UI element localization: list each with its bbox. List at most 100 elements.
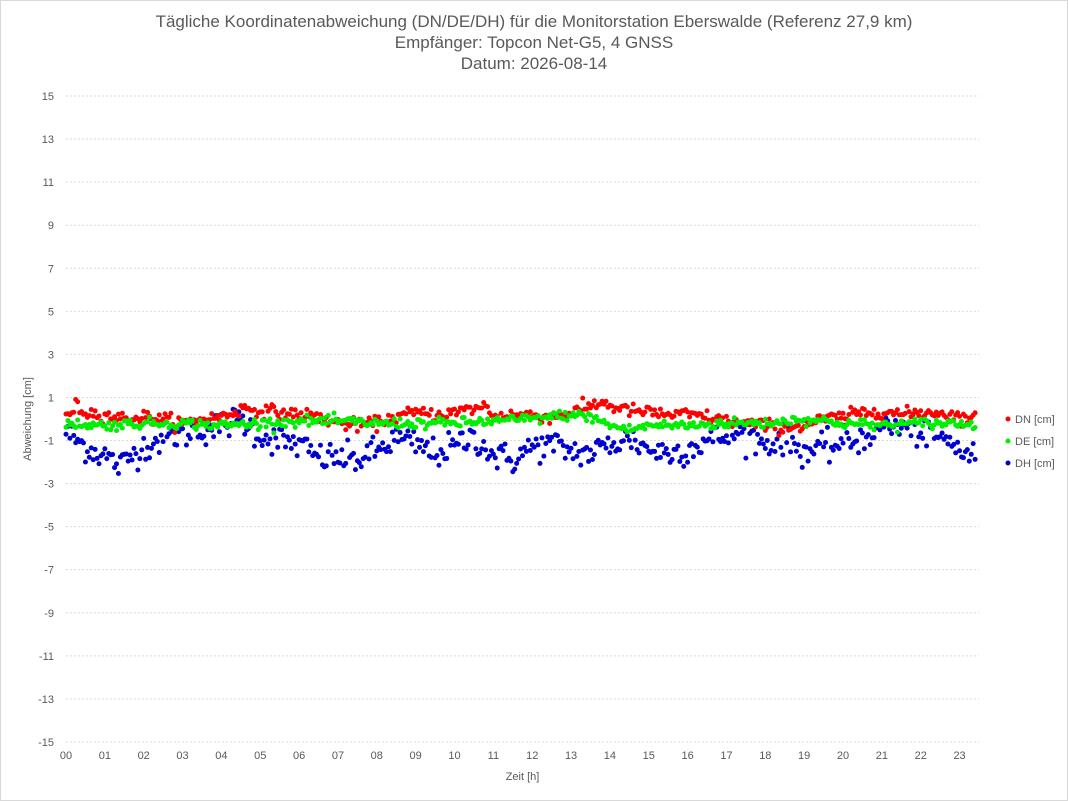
data-point [407,433,413,439]
data-point [172,430,178,436]
chart-title: Tägliche Koordinatenabweichung (DN/DE/DH… [155,12,913,31]
data-point [333,416,339,422]
legend-entry: DN [cm] [1015,414,1055,426]
data-point [858,417,863,423]
data-point [823,440,829,446]
data-point [867,442,873,448]
data-point [521,444,527,450]
data-point [479,405,485,411]
y-tick-label: 11 [43,177,54,189]
data-point [593,414,599,420]
data-point [661,418,667,424]
data-point [88,406,94,412]
data-point [516,456,522,462]
data-point [110,452,116,457]
data-point [580,395,586,401]
x-tick-label: 17 [720,750,732,762]
data-point [805,458,811,464]
data-point [706,436,712,442]
data-point [603,398,609,404]
data-point [795,422,801,428]
data-point [203,442,209,448]
data-point [283,444,289,450]
data-point [463,446,469,452]
data-point [259,409,265,415]
data-point [624,404,630,410]
legend-marker [1005,438,1011,444]
data-point [271,404,277,410]
data-point [391,437,397,443]
data-point [929,426,935,432]
data-point [725,424,731,430]
data-point [459,430,465,436]
data-point [86,413,92,419]
data-point [71,432,77,438]
data-point [856,422,862,428]
data-point [420,419,426,425]
data-point [531,444,537,450]
data-point [894,429,900,435]
data-point [488,421,494,427]
data-point [803,424,809,430]
data-point [323,463,329,469]
data-point [490,451,496,457]
data-point [479,446,485,452]
data-point [772,449,778,455]
data-point [63,431,69,437]
data-point [955,439,961,445]
data-point [420,405,426,411]
data-point [222,419,228,425]
series-1 [63,408,978,436]
data-point [584,406,590,412]
data-point [263,403,269,409]
data-point [780,429,786,435]
data-point [351,416,356,422]
data-point [240,413,246,419]
data-point [966,458,972,464]
y-tick-label: -11 [39,651,54,663]
data-point [644,444,650,450]
x-tick-label: 12 [526,750,538,762]
data-point [467,404,473,410]
data-point [236,413,242,419]
data-point [215,413,221,419]
data-point [129,457,135,463]
legend-marker [1005,460,1011,466]
data-point [953,450,959,456]
data-point [73,424,79,430]
data-point [455,441,461,447]
data-point [292,441,298,447]
data-point [564,418,570,424]
y-tick-label: 5 [48,306,54,318]
data-point [209,425,215,431]
data-point [778,444,784,450]
data-point [821,444,827,450]
x-tick-label: 01 [99,750,111,762]
data-point [88,425,94,431]
data-point [725,440,731,446]
data-point [316,454,322,460]
data-point [626,422,632,428]
data-point [626,413,632,419]
data-point [859,430,865,436]
y-tick-label: 1 [48,392,54,404]
data-point [679,454,685,460]
data-point [591,398,597,404]
data-point [603,445,609,451]
data-point [537,460,543,466]
data-point [924,443,930,449]
x-axis-ticks: 00 01 02 03 04 05 06 07 08 09 10 11 12 13 14 15 16 17 18 19… [60,750,966,762]
data-point [871,427,877,433]
data-point [319,421,325,427]
data-point [683,453,689,459]
data-point [869,420,875,426]
data-point [434,419,440,425]
data-point [722,439,728,445]
data-point [323,420,329,426]
data-point [756,440,762,446]
data-point [525,437,531,443]
data-point [968,451,974,457]
x-tick-label: 22 [915,750,927,762]
data-point [337,460,343,466]
data-point [197,417,203,423]
